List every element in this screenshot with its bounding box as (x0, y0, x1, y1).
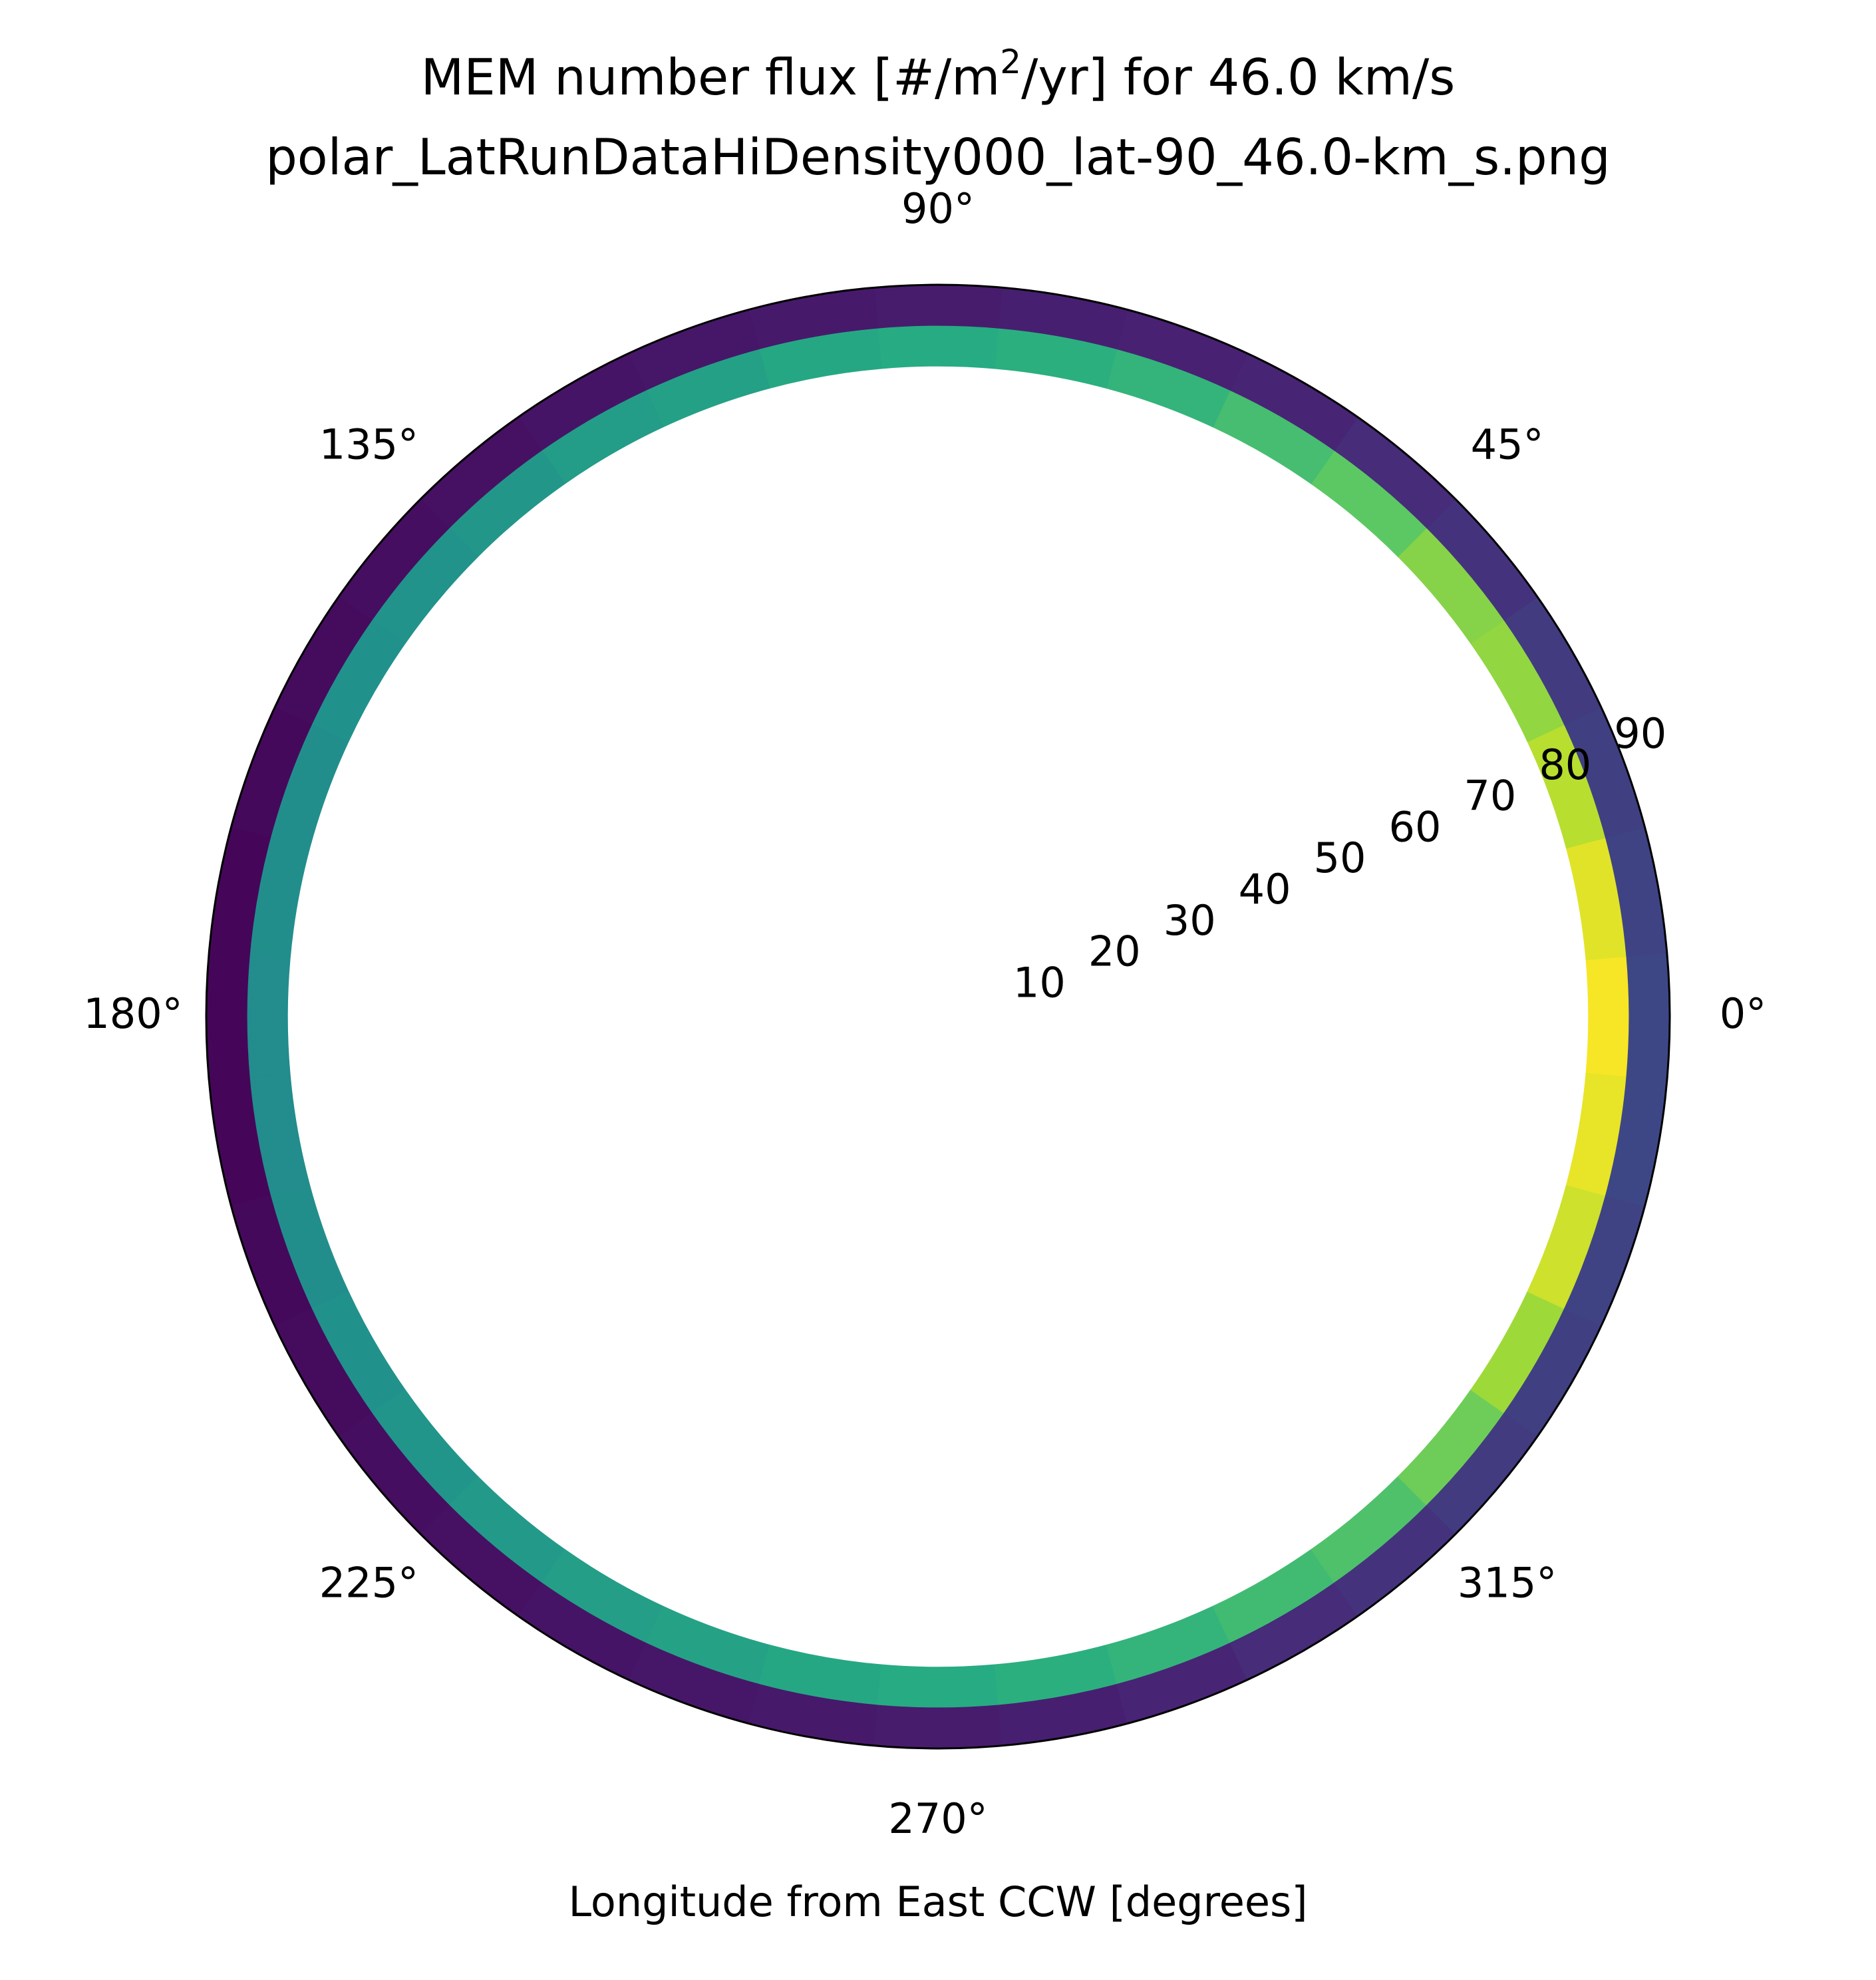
radial-tick-40: 40 (1239, 865, 1291, 913)
chart-title-line1: MEM number flux [#/m2/yr] for 46.0 km/s (421, 43, 1456, 106)
radial-tick-90: 90 (1614, 709, 1666, 758)
angular-tick-90: 90° (901, 184, 975, 233)
radial-tick-80: 80 (1539, 741, 1591, 789)
heatmap-cell-ring0-lon0 (1585, 955, 1630, 1078)
radial-tick-70: 70 (1464, 772, 1516, 820)
angular-tick-180: 180° (83, 989, 182, 1038)
angular-tick-225: 225° (319, 1559, 418, 1607)
heatmap-cell-ring0-lon270 (877, 1664, 999, 1709)
radial-tick-20: 20 (1088, 927, 1141, 976)
angular-tick-270: 270° (888, 1794, 987, 1843)
heatmap-rings (206, 284, 1670, 1749)
chart-title-line2: polar_LatRunDataHiDensity000_lat-90_46.0… (265, 128, 1611, 186)
angular-tick-135: 135° (319, 420, 418, 468)
radial-tick-50: 50 (1314, 834, 1366, 882)
radial-tick-labels: 10 20 30 40 50 60 70 80 90 (1013, 709, 1666, 1007)
radial-tick-10: 10 (1013, 958, 1066, 1007)
angular-tick-315: 315° (1458, 1559, 1557, 1607)
polar-frame (205, 283, 1671, 1750)
heatmap-cell-ring0-lon90 (877, 325, 999, 369)
angular-tick-0: 0° (1720, 989, 1766, 1038)
radial-tick-30: 30 (1164, 896, 1216, 945)
heatmap-cell-ring1-lon0 (1626, 952, 1670, 1081)
x-axis-label: Longitude from East CCW [degrees] (568, 1878, 1307, 1926)
heatmap-cell-ring1-lon180 (206, 952, 250, 1081)
heatmap-cell-ring1-lon270 (873, 1705, 1003, 1749)
heatmap-cell-ring0-lon180 (246, 955, 291, 1078)
heatmap-cell-ring1-lon90 (873, 284, 1003, 329)
angular-tick-45: 45° (1471, 420, 1544, 468)
radial-tick-60: 60 (1389, 802, 1442, 851)
angular-tick-labels: 0° 45° 90° 135° 180° 225° 270° 315° (83, 184, 1766, 1843)
